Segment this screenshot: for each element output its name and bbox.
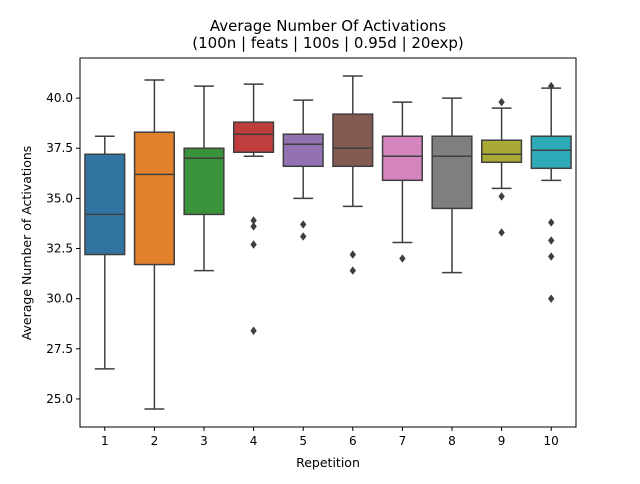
outlier-point — [250, 326, 257, 335]
x-tick-label: 10 — [544, 434, 559, 448]
outlier-point — [349, 266, 356, 275]
x-tick-label: 2 — [151, 434, 159, 448]
box-8 — [431, 135, 473, 210]
y-axis-label: Average Number of Activations — [19, 146, 34, 341]
box-group-3 — [183, 85, 225, 272]
y-tick-label: 35.0 — [46, 191, 73, 205]
outlier-point — [498, 228, 505, 237]
axes-frame — [79, 57, 577, 428]
outlier-point — [548, 81, 555, 91]
x-axis-label: Repetition — [296, 455, 360, 470]
chart-title-line-2: (100n | feats | 100s | 0.95d | 20exp) — [192, 34, 463, 52]
y-tick-label: 30.0 — [46, 292, 73, 306]
x-tick-label: 8 — [448, 434, 456, 448]
outlier-point — [548, 218, 555, 227]
y-tick-label: 32.5 — [46, 242, 73, 256]
outlier-point — [250, 222, 257, 231]
x-tick-label: 1 — [101, 434, 109, 448]
box-group-5 — [282, 99, 324, 241]
box-group-2 — [133, 79, 175, 410]
y-tick-label: 27.5 — [46, 342, 73, 356]
box-group-1 — [84, 135, 126, 370]
y-tick-label: 40.0 — [46, 91, 73, 105]
outlier-point — [548, 252, 555, 261]
outlier-point — [399, 254, 406, 263]
chart-title-line-1: Average Number Of Activations — [210, 17, 446, 35]
axes: 25.0 27.5 30.0 32.5 35.0 37.5 40.0 1 2 3 4 5 6 7 8 9 10 — [46, 57, 577, 448]
outlier-point — [498, 192, 505, 201]
outlier-point — [300, 232, 307, 241]
box-group-10 — [530, 81, 572, 303]
box-group-8 — [431, 97, 473, 274]
box-group-6 — [332, 75, 374, 275]
x-tick-label: 3 — [200, 434, 208, 448]
outlier-point — [548, 294, 555, 303]
y-tick-label: 25.0 — [46, 392, 73, 406]
y-tick-label: 37.5 — [46, 141, 73, 155]
box-group-4 — [233, 83, 275, 335]
outlier-point — [250, 240, 257, 249]
box-9 — [481, 139, 523, 164]
x-tick-label: 7 — [399, 434, 407, 448]
box-group-7 — [381, 101, 423, 263]
box-group-9 — [481, 97, 523, 237]
x-tick-label: 6 — [349, 434, 357, 448]
x-tick-label: 4 — [250, 434, 258, 448]
outlier-point — [548, 236, 555, 245]
outlier-point — [498, 97, 505, 107]
x-tick-label: 9 — [498, 434, 506, 448]
x-tick-label: 5 — [299, 434, 307, 448]
box-4 — [233, 121, 275, 154]
box-3 — [183, 147, 225, 216]
box-1 — [84, 153, 126, 256]
plot-area — [84, 75, 572, 410]
outlier-point — [300, 220, 307, 229]
box-10 — [530, 135, 572, 170]
outlier-point — [250, 216, 257, 225]
box-7 — [381, 135, 423, 182]
outlier-point — [349, 250, 356, 259]
box-2 — [133, 131, 175, 266]
box-6 — [332, 113, 374, 168]
box-5 — [282, 133, 324, 168]
